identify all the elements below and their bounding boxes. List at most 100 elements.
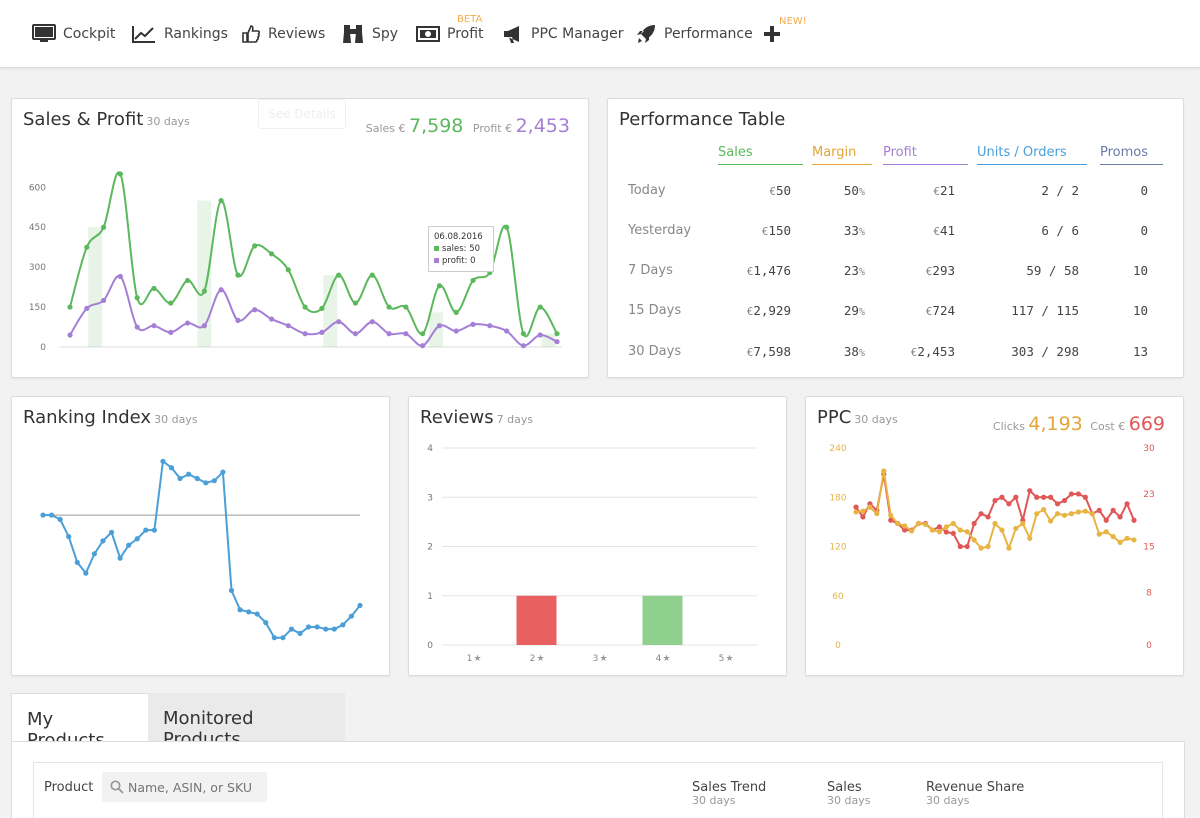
sales-trend-column[interactable]: Sales Trend 30 days	[692, 781, 766, 807]
ranking-point	[357, 602, 363, 609]
tooltip-profit-label: profit:	[442, 256, 468, 266]
clicks-point	[1124, 501, 1130, 507]
sales-point	[302, 304, 308, 310]
product-search[interactable]	[102, 772, 267, 802]
nav-profit-label: Profit	[447, 26, 484, 42]
see-details-button[interactable]: See Details	[258, 99, 346, 129]
megaphone-icon	[504, 26, 519, 43]
profit-point	[84, 305, 90, 312]
thumbs-up-icon	[242, 25, 260, 43]
review-bar	[516, 595, 557, 645]
ranking-point	[280, 635, 286, 641]
plus-icon	[764, 26, 780, 42]
tab-monitored-products[interactable]: Monitored Products	[148, 693, 345, 750]
cost-point	[881, 468, 887, 474]
sales-profit-chart: 0 150 300 450 600	[29, 171, 562, 353]
cost-point	[895, 520, 901, 527]
sales-point	[168, 300, 174, 306]
banknote-icon	[416, 26, 440, 42]
nav-performance-label: Performance	[664, 26, 753, 42]
card-title-text: Sales & Profit	[23, 109, 144, 130]
highlight-bar	[88, 227, 103, 347]
cost-point	[909, 528, 915, 534]
cost-point	[1013, 525, 1019, 532]
nav-profit[interactable]: Profit BETA	[416, 14, 484, 46]
cost-point	[1117, 539, 1123, 545]
y-right-tick-label: 8	[1146, 588, 1152, 598]
clicks-point	[1041, 494, 1047, 500]
cost-point	[999, 527, 1005, 533]
tooltip-sales-value: 50	[469, 244, 481, 254]
column-header[interactable]: Margin	[812, 145, 872, 165]
y-tick-label: 600	[29, 183, 46, 193]
cost-point	[971, 537, 977, 543]
cost-point	[1027, 535, 1033, 541]
profit-point	[352, 331, 359, 337]
nav-spy[interactable]: Spy	[341, 22, 398, 46]
profit-point	[403, 331, 409, 337]
sales-point	[336, 272, 342, 278]
rocket-icon	[637, 25, 655, 43]
ranking-point	[348, 613, 355, 619]
cost-point	[1082, 508, 1088, 514]
col-period: 30 days	[692, 794, 736, 807]
clicks-point	[1082, 494, 1088, 500]
column-header[interactable]: Promos	[1100, 145, 1163, 165]
clicks-point	[1131, 517, 1137, 523]
profit-point	[201, 323, 207, 329]
clicks-point	[1061, 497, 1068, 504]
ppc-chart: 0 60 120 180 240 0 8 15 23 30	[829, 444, 1155, 651]
sales-point	[537, 304, 543, 310]
nav-rankings[interactable]: Rankings	[131, 22, 228, 46]
beta-badge: BETA	[457, 14, 483, 25]
cost-value: 669	[1128, 413, 1165, 435]
performance-table-card: Performance Table Sales Margin Profit Units…	[607, 98, 1184, 378]
x-tick-label: 2	[530, 654, 536, 664]
profit-point	[470, 321, 476, 327]
tooltip-sales-label: sales:	[442, 244, 467, 254]
column-header[interactable]: Units / Orders	[977, 145, 1087, 165]
y-tick-label: 150	[29, 303, 46, 313]
column-header[interactable]: Sales	[718, 145, 803, 165]
ranking-point	[220, 469, 226, 475]
profit-point	[504, 328, 510, 334]
card-title-text: Reviews	[420, 407, 494, 428]
y-left-tick-label: 180	[829, 493, 846, 503]
ranking-point	[66, 533, 72, 540]
cost-point	[853, 509, 859, 515]
table-cell: 6 / 6	[1041, 223, 1079, 238]
cost-point	[943, 524, 949, 530]
sales-column[interactable]: Sales 30 days	[827, 781, 870, 807]
clicks-point	[1110, 507, 1116, 513]
clicks-point	[1096, 507, 1102, 513]
cost-point	[888, 512, 894, 518]
ranking-point	[91, 551, 98, 557]
profit-point	[487, 323, 493, 329]
ppc-card: PPC 30 days Clicks 4,193 Cost € 669 0 60 12…	[805, 396, 1184, 676]
clicks-point	[943, 529, 949, 535]
table-cell: €2,453	[910, 344, 955, 359]
sales-point	[151, 285, 157, 292]
nav-ppc-manager[interactable]: PPC Manager	[502, 22, 623, 46]
nav-performance[interactable]: Performance	[635, 22, 753, 46]
ranking-point	[323, 626, 329, 632]
revenue-share-column[interactable]: Revenue Share 30 days	[926, 781, 1024, 807]
sales-point	[84, 244, 90, 250]
highlight-bar	[323, 275, 338, 347]
search-input[interactable]	[128, 779, 263, 795]
sales-point	[504, 224, 510, 230]
cost-point	[1020, 520, 1026, 527]
nav-reviews[interactable]: Reviews	[241, 22, 325, 46]
tab-my-products[interactable]: My Products	[11, 693, 149, 751]
nav-cockpit[interactable]: Cockpit	[32, 22, 115, 46]
nav-ppc-manager-label: PPC Manager	[531, 26, 624, 42]
nav-add-new[interactable]: NEW!	[763, 16, 807, 46]
column-header[interactable]: Profit	[883, 145, 968, 165]
card-title-text: PPC	[817, 407, 852, 428]
ranking-index-card: Ranking Index 30 days	[11, 396, 390, 676]
card-period: 30 days	[146, 115, 190, 128]
y-left-tick-label: 60	[832, 592, 844, 602]
cost-point	[1048, 518, 1054, 524]
clicks-point	[1075, 491, 1081, 497]
